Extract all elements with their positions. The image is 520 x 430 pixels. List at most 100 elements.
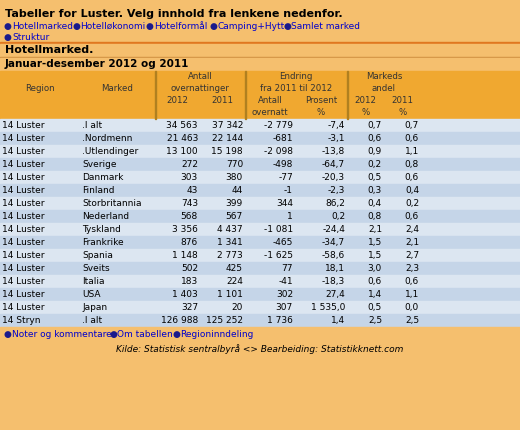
- Text: Hotelformål: Hotelformål: [154, 22, 207, 31]
- Text: Marked: Marked: [101, 84, 134, 93]
- Text: 2011: 2011: [212, 96, 233, 105]
- Text: 0,4: 0,4: [368, 199, 382, 208]
- Text: 1: 1: [287, 212, 293, 221]
- Bar: [244, 71, 245, 119]
- Text: 1,4: 1,4: [368, 290, 382, 299]
- Text: Frankrike: Frankrike: [82, 238, 124, 247]
- Text: ●: ●: [146, 22, 154, 31]
- Text: Hotellmarked: Hotellmarked: [12, 22, 73, 31]
- Text: .Utlendinger: .Utlendinger: [82, 147, 138, 156]
- Text: 502: 502: [181, 264, 198, 273]
- Text: ●: ●: [4, 22, 12, 31]
- Text: 1 736: 1 736: [267, 316, 293, 325]
- Text: Antall: Antall: [257, 96, 282, 105]
- Text: 22 144: 22 144: [212, 134, 243, 143]
- Bar: [0, 342, 520, 358]
- Text: ●: ●: [210, 22, 218, 31]
- Text: Prosent: Prosent: [305, 96, 337, 105]
- Text: -498: -498: [272, 160, 293, 169]
- Text: 14 Luster: 14 Luster: [2, 290, 45, 299]
- Text: Nederland: Nederland: [82, 212, 129, 221]
- Bar: [0, 119, 520, 132]
- Text: 14 Luster: 14 Luster: [2, 199, 45, 208]
- Text: overnatt: overnatt: [252, 108, 288, 117]
- Text: 0,6: 0,6: [368, 134, 382, 143]
- Text: 303: 303: [181, 173, 198, 182]
- Text: Regioninndeling: Regioninndeling: [180, 330, 254, 339]
- Bar: [0, 44, 520, 57]
- Text: 86,2: 86,2: [325, 199, 345, 208]
- Text: Om tabellen: Om tabellen: [117, 330, 173, 339]
- Text: 14 Luster: 14 Luster: [2, 160, 45, 169]
- Text: 567: 567: [226, 212, 243, 221]
- Bar: [0, 327, 520, 343]
- Text: 0,6: 0,6: [405, 173, 419, 182]
- Text: 2,5: 2,5: [405, 316, 419, 325]
- Text: -41: -41: [278, 277, 293, 286]
- Bar: [0, 57, 520, 58]
- Text: -77: -77: [278, 173, 293, 182]
- Text: 2,4: 2,4: [405, 225, 419, 234]
- Text: Storbritannia: Storbritannia: [82, 199, 141, 208]
- Text: ●: ●: [283, 22, 291, 31]
- Text: Endring: Endring: [279, 72, 313, 81]
- Text: -34,7: -34,7: [322, 238, 345, 247]
- Text: 2,7: 2,7: [405, 251, 419, 260]
- Bar: [0, 210, 520, 223]
- Bar: [0, 288, 520, 301]
- Text: 77: 77: [281, 264, 293, 273]
- Text: 2011: 2011: [392, 96, 413, 105]
- Text: 2,1: 2,1: [405, 238, 419, 247]
- Bar: [0, 171, 520, 184]
- Text: 2,3: 2,3: [405, 264, 419, 273]
- Text: 0,8: 0,8: [368, 212, 382, 221]
- Text: Struktur: Struktur: [12, 33, 49, 42]
- Text: -1 625: -1 625: [264, 251, 293, 260]
- Text: Tabeller for Luster. Velg innhold fra lenkene nedenfor.: Tabeller for Luster. Velg innhold fra le…: [5, 9, 343, 19]
- Text: 14 Luster: 14 Luster: [2, 173, 45, 182]
- Text: 14 Luster: 14 Luster: [2, 303, 45, 312]
- Text: overnattinger: overnattinger: [171, 84, 229, 93]
- Bar: [0, 184, 520, 197]
- Text: 568: 568: [181, 212, 198, 221]
- Text: 13 100: 13 100: [166, 147, 198, 156]
- Text: 37 342: 37 342: [212, 121, 243, 130]
- Text: 302: 302: [276, 290, 293, 299]
- Text: ●: ●: [109, 330, 117, 339]
- Text: 307: 307: [276, 303, 293, 312]
- Text: -681: -681: [272, 134, 293, 143]
- Text: andel: andel: [372, 84, 396, 93]
- Bar: [0, 301, 520, 314]
- Text: 327: 327: [181, 303, 198, 312]
- Bar: [0, 314, 520, 327]
- Text: 0,2: 0,2: [368, 160, 382, 169]
- Text: Markeds: Markeds: [366, 72, 402, 81]
- Text: 399: 399: [226, 199, 243, 208]
- Text: 14 Luster: 14 Luster: [2, 264, 45, 273]
- Bar: [0, 132, 520, 145]
- Bar: [0, 249, 520, 262]
- Text: 344: 344: [276, 199, 293, 208]
- Text: Spania: Spania: [82, 251, 113, 260]
- Text: .Nordmenn: .Nordmenn: [82, 134, 133, 143]
- Text: 44: 44: [232, 186, 243, 195]
- Text: %: %: [317, 108, 325, 117]
- Text: Noter og kommentarer: Noter og kommentarer: [12, 330, 115, 339]
- Text: -20,3: -20,3: [322, 173, 345, 182]
- Text: 14 Luster: 14 Luster: [2, 186, 45, 195]
- Text: 425: 425: [226, 264, 243, 273]
- Text: Camping+Hytte: Camping+Hytte: [218, 22, 291, 31]
- Text: -3,1: -3,1: [328, 134, 345, 143]
- Text: -1 081: -1 081: [264, 225, 293, 234]
- Text: 380: 380: [226, 173, 243, 182]
- Text: Tyskland: Tyskland: [82, 225, 121, 234]
- Text: 14 Luster: 14 Luster: [2, 277, 45, 286]
- Text: 0,0: 0,0: [405, 303, 419, 312]
- Text: 2 773: 2 773: [217, 251, 243, 260]
- Text: 1 341: 1 341: [217, 238, 243, 247]
- Text: 0,3: 0,3: [368, 186, 382, 195]
- Text: Kilde: Statistisk sentralbyrå <> Bearbeiding: Statistikknett.com: Kilde: Statistisk sentralbyrå <> Bearbei…: [116, 344, 404, 354]
- Text: -24,4: -24,4: [322, 225, 345, 234]
- Bar: [0, 236, 520, 249]
- Text: 1,1: 1,1: [405, 147, 419, 156]
